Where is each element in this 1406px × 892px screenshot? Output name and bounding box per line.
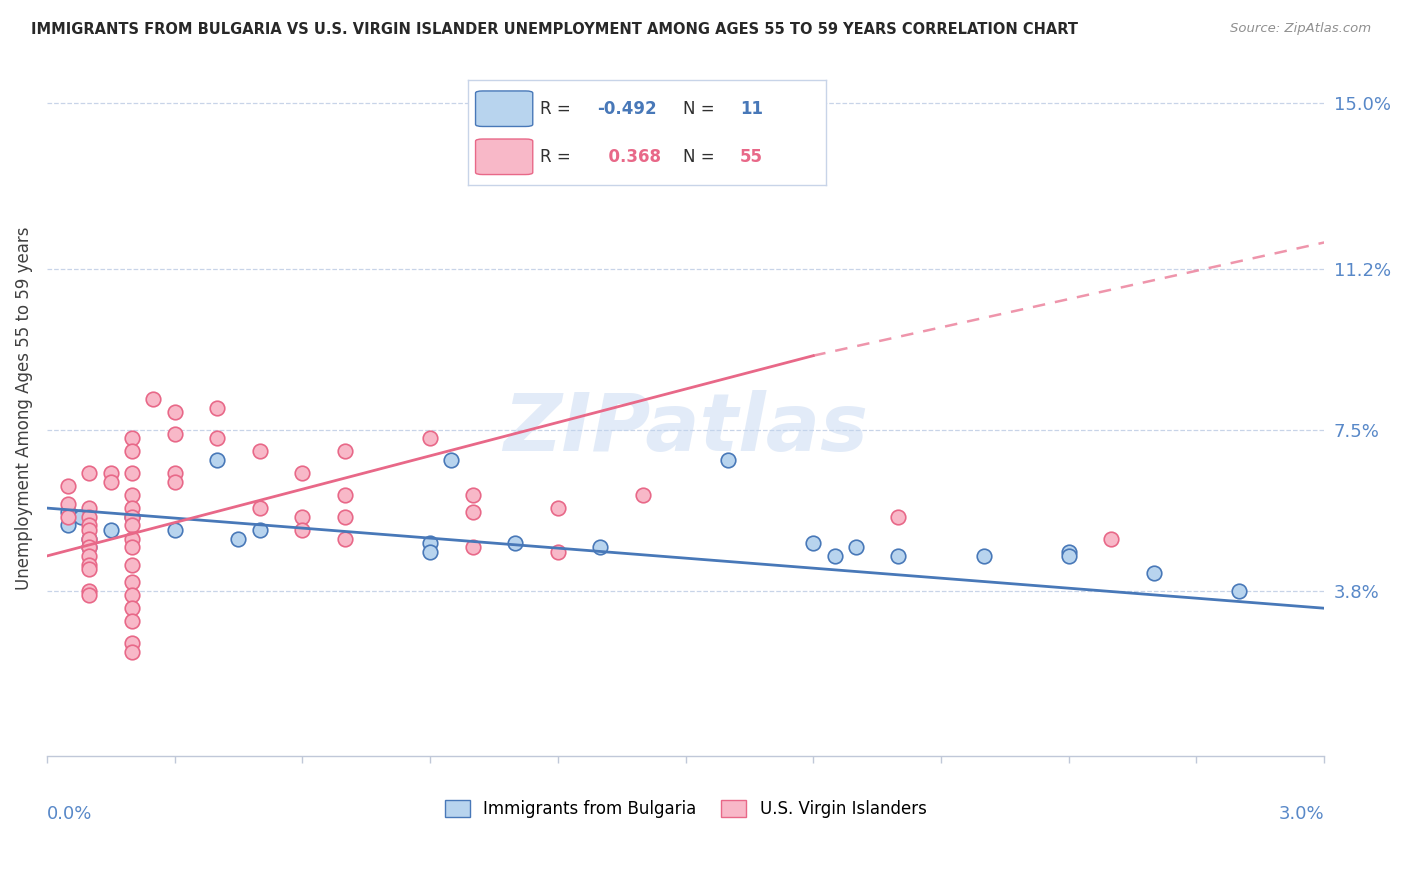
Text: 0.0%: 0.0% <box>46 805 93 823</box>
Text: ZIPatlas: ZIPatlas <box>503 390 868 467</box>
Point <box>100 475 122 489</box>
Point <box>333 509 356 524</box>
Point <box>419 544 441 558</box>
Point <box>333 488 356 502</box>
Point <box>249 501 271 516</box>
Point <box>440 453 463 467</box>
Point <box>333 532 356 546</box>
Point <box>79 562 101 576</box>
Y-axis label: Unemployment Among Ages 55 to 59 years: Unemployment Among Ages 55 to 59 years <box>15 227 32 590</box>
Point <box>121 488 143 502</box>
Point <box>121 518 143 533</box>
Point <box>163 523 186 537</box>
Point <box>291 523 314 537</box>
Point <box>121 509 143 524</box>
Point <box>142 392 165 407</box>
Point <box>547 544 569 558</box>
Point <box>121 575 143 590</box>
Text: Source: ZipAtlas.com: Source: ZipAtlas.com <box>1230 22 1371 36</box>
Point <box>79 583 101 598</box>
Point <box>100 523 122 537</box>
Point <box>163 475 186 489</box>
Point <box>589 541 612 555</box>
Point <box>121 558 143 572</box>
Point <box>79 558 101 572</box>
Point <box>56 497 79 511</box>
Point <box>717 453 740 467</box>
Point <box>121 501 143 516</box>
Point <box>121 588 143 602</box>
Point <box>100 467 122 481</box>
Point <box>79 532 101 546</box>
Point <box>333 444 356 458</box>
Point <box>887 549 910 563</box>
Point <box>121 509 143 524</box>
Point <box>79 501 101 516</box>
Point <box>461 488 484 502</box>
Point <box>249 444 271 458</box>
Point <box>79 588 101 602</box>
Point <box>419 536 441 550</box>
Point <box>79 541 101 555</box>
Point <box>79 518 101 533</box>
Point <box>79 523 101 537</box>
Point <box>1099 532 1122 546</box>
Point <box>121 532 143 546</box>
Point <box>121 444 143 458</box>
Point <box>56 509 79 524</box>
Point <box>419 431 441 445</box>
Point <box>121 431 143 445</box>
Point <box>1143 566 1166 581</box>
Point <box>291 467 314 481</box>
Point <box>79 541 101 555</box>
Point <box>845 541 868 555</box>
Point <box>70 509 93 524</box>
Point <box>1227 583 1250 598</box>
Point <box>461 505 484 519</box>
Point <box>717 113 740 128</box>
Point <box>163 427 186 442</box>
Point <box>163 467 186 481</box>
Point <box>56 505 79 519</box>
Point <box>801 536 824 550</box>
Point <box>121 636 143 650</box>
Point <box>56 479 79 493</box>
Point <box>121 645 143 659</box>
Point <box>205 401 228 415</box>
Point <box>205 431 228 445</box>
Point <box>121 541 143 555</box>
Point <box>228 532 250 546</box>
Point <box>205 453 228 467</box>
Point <box>163 405 186 419</box>
Point <box>824 549 846 563</box>
Point <box>291 509 314 524</box>
Point <box>547 501 569 516</box>
Point <box>1057 549 1080 563</box>
Legend: Immigrants from Bulgaria, U.S. Virgin Islanders: Immigrants from Bulgaria, U.S. Virgin Is… <box>437 793 934 824</box>
Point <box>121 467 143 481</box>
Text: 3.0%: 3.0% <box>1278 805 1324 823</box>
Point <box>503 536 526 550</box>
Point <box>79 549 101 563</box>
Point <box>631 488 654 502</box>
Point <box>79 467 101 481</box>
Point <box>121 615 143 629</box>
Point <box>249 523 271 537</box>
Point <box>79 509 101 524</box>
Point <box>1057 544 1080 558</box>
Point <box>121 601 143 615</box>
Point <box>973 549 995 563</box>
Text: IMMIGRANTS FROM BULGARIA VS U.S. VIRGIN ISLANDER UNEMPLOYMENT AMONG AGES 55 TO 5: IMMIGRANTS FROM BULGARIA VS U.S. VIRGIN … <box>31 22 1078 37</box>
Point <box>79 532 101 546</box>
Point <box>887 509 910 524</box>
Point <box>461 541 484 555</box>
Point <box>56 518 79 533</box>
